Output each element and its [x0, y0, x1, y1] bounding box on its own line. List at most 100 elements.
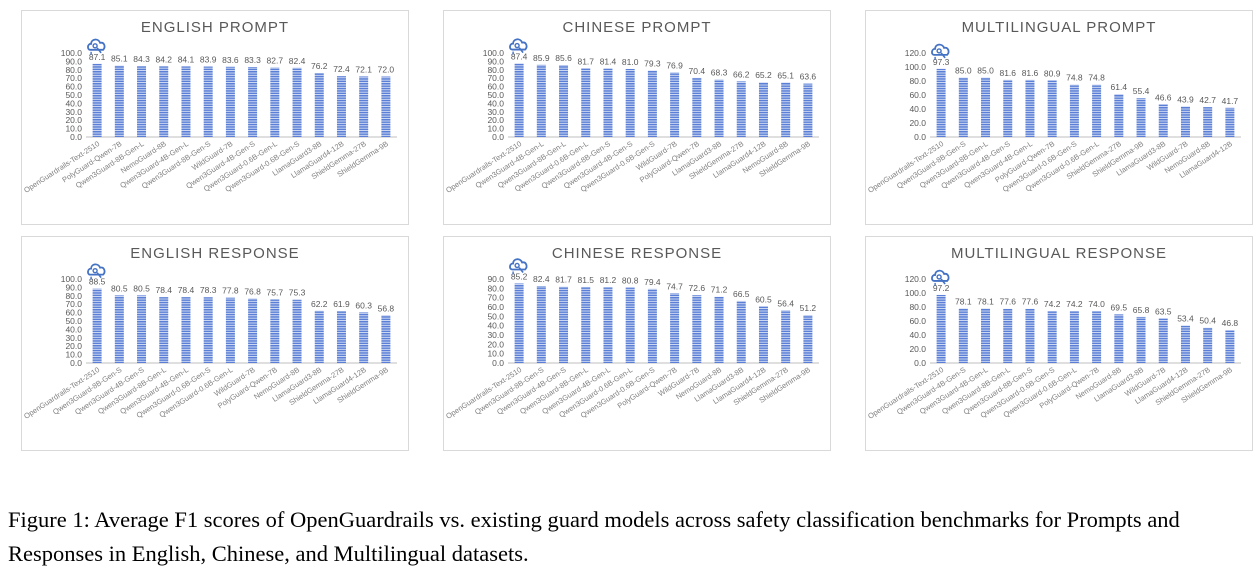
- chart-panel-chinese-prompt: 100.0 90.0 80.0 70.0 60.0 50.0 40.0 30.0 20.0 10.…: [443, 10, 831, 225]
- y-tick-label: 100.0: [483, 48, 505, 58]
- bar: [603, 68, 613, 137]
- bar: [803, 315, 813, 363]
- bar: [625, 68, 635, 137]
- data-label: 60.5: [755, 295, 772, 305]
- bar: [1003, 308, 1013, 363]
- figure-caption: Figure 1: Average F1 scores of OpenGuard…: [8, 507, 1180, 566]
- chart-title: CHINESE RESPONSE: [551, 245, 723, 262]
- data-label: 82.4: [533, 274, 550, 284]
- data-label: 81.0: [622, 57, 639, 67]
- bar: [958, 77, 968, 137]
- chart-panel-multilingual-response: 120.0 100.0 80.0 60.0 40.0 20.0 0.0 97.2 OpenGua…: [865, 236, 1253, 451]
- data-label: 78.1: [977, 296, 994, 306]
- bar: [758, 306, 768, 363]
- y-tick-label: 20.0: [909, 344, 926, 354]
- bar: [670, 293, 680, 363]
- data-label: 74.8: [1088, 73, 1105, 83]
- data-label: 85.9: [533, 53, 550, 63]
- bar: [1136, 316, 1146, 363]
- data-label: 85.0: [955, 66, 972, 76]
- data-label: 72.4: [333, 64, 350, 74]
- data-label: 80.9: [1044, 68, 1061, 78]
- y-tick-label: 10.0: [65, 350, 82, 360]
- bar: [1136, 98, 1146, 137]
- data-label: 81.2: [600, 275, 617, 285]
- bar: [514, 283, 524, 363]
- data-label: 72.1: [355, 64, 372, 74]
- data-label: 83.6: [222, 55, 239, 65]
- bar: [670, 72, 680, 137]
- bar: [381, 76, 391, 137]
- data-label: 80.8: [622, 276, 639, 286]
- bar: [1069, 311, 1079, 363]
- data-label: 63.5: [1155, 307, 1172, 317]
- bar: [936, 294, 946, 363]
- bar: [559, 286, 569, 363]
- y-tick-label: 120.0: [905, 48, 927, 58]
- data-label: 87.1: [89, 52, 106, 62]
- y-tick-label: 80.0: [487, 65, 504, 75]
- bar: [958, 308, 968, 363]
- data-label: 70.4: [689, 66, 706, 76]
- bar: [181, 297, 191, 363]
- y-tick-label: 30.0: [487, 330, 504, 340]
- bar: [381, 315, 391, 363]
- bar: [536, 64, 546, 137]
- data-label: 85.0: [977, 66, 994, 76]
- data-label: 63.6: [800, 72, 817, 82]
- y-tick-label: 50.0: [65, 316, 82, 326]
- bar: [336, 311, 346, 363]
- data-label: 74.0: [1088, 299, 1105, 309]
- bar: [114, 295, 124, 363]
- bar: [647, 288, 657, 363]
- data-label: 83.9: [200, 55, 217, 65]
- bar: [203, 66, 213, 137]
- bar: [581, 68, 591, 137]
- bar: [692, 295, 702, 363]
- bar: [781, 310, 791, 363]
- y-tick-label: 60.0: [65, 82, 82, 92]
- bar: [359, 312, 369, 363]
- y-tick-label: 60.0: [487, 82, 504, 92]
- bar: [314, 310, 324, 363]
- y-tick-label: 0.0: [492, 358, 504, 368]
- bar: [92, 63, 102, 137]
- y-tick-label: 20.0: [65, 341, 82, 351]
- data-label: 81.7: [555, 275, 572, 285]
- data-label: 80.5: [133, 283, 150, 293]
- y-tick-label: 70.0: [487, 73, 504, 83]
- bar: [581, 286, 591, 363]
- bar: [270, 299, 280, 363]
- y-tick-label: 100.0: [61, 274, 83, 284]
- bar: [359, 76, 369, 137]
- chart-multilingual-prompt: 120.0100.080.060.040.020.00.097.3OpenGua…: [866, 43, 1241, 195]
- chart-multilingual-response: 120.0100.080.060.040.020.00.097.2OpenGua…: [866, 269, 1241, 421]
- bar: [514, 63, 524, 137]
- bar: [1025, 308, 1035, 363]
- bar: [692, 77, 702, 137]
- chart-title: CHINESE PROMPT: [562, 19, 712, 36]
- data-label: 75.7: [267, 287, 284, 297]
- data-label: 78.1: [955, 296, 972, 306]
- data-label: 79.4: [644, 277, 661, 287]
- y-tick-label: 50.0: [65, 90, 82, 100]
- data-label: 85.1: [111, 54, 128, 64]
- y-tick-label: 40.0: [909, 330, 926, 340]
- data-label: 65.2: [755, 70, 772, 80]
- y-tick-label: 70.0: [487, 293, 504, 303]
- openguardrails-logo-icon: [931, 43, 950, 60]
- data-label: 74.7: [666, 281, 683, 291]
- chart-english-response: 100.090.080.070.060.050.040.030.020.010.…: [22, 263, 397, 421]
- y-tick-label: 0.0: [70, 132, 82, 142]
- chart-title: ENGLISH PROMPT: [140, 19, 290, 36]
- data-label: 56.4: [777, 298, 794, 308]
- y-tick-label: 60.0: [909, 90, 926, 100]
- bar: [159, 66, 169, 137]
- bar: [781, 82, 791, 137]
- openguardrails-logo-icon: [87, 38, 106, 55]
- data-label: 65.1: [777, 70, 794, 80]
- bar: [1025, 79, 1035, 137]
- bar: [625, 287, 635, 363]
- bar: [1114, 314, 1124, 363]
- bar: [159, 297, 169, 363]
